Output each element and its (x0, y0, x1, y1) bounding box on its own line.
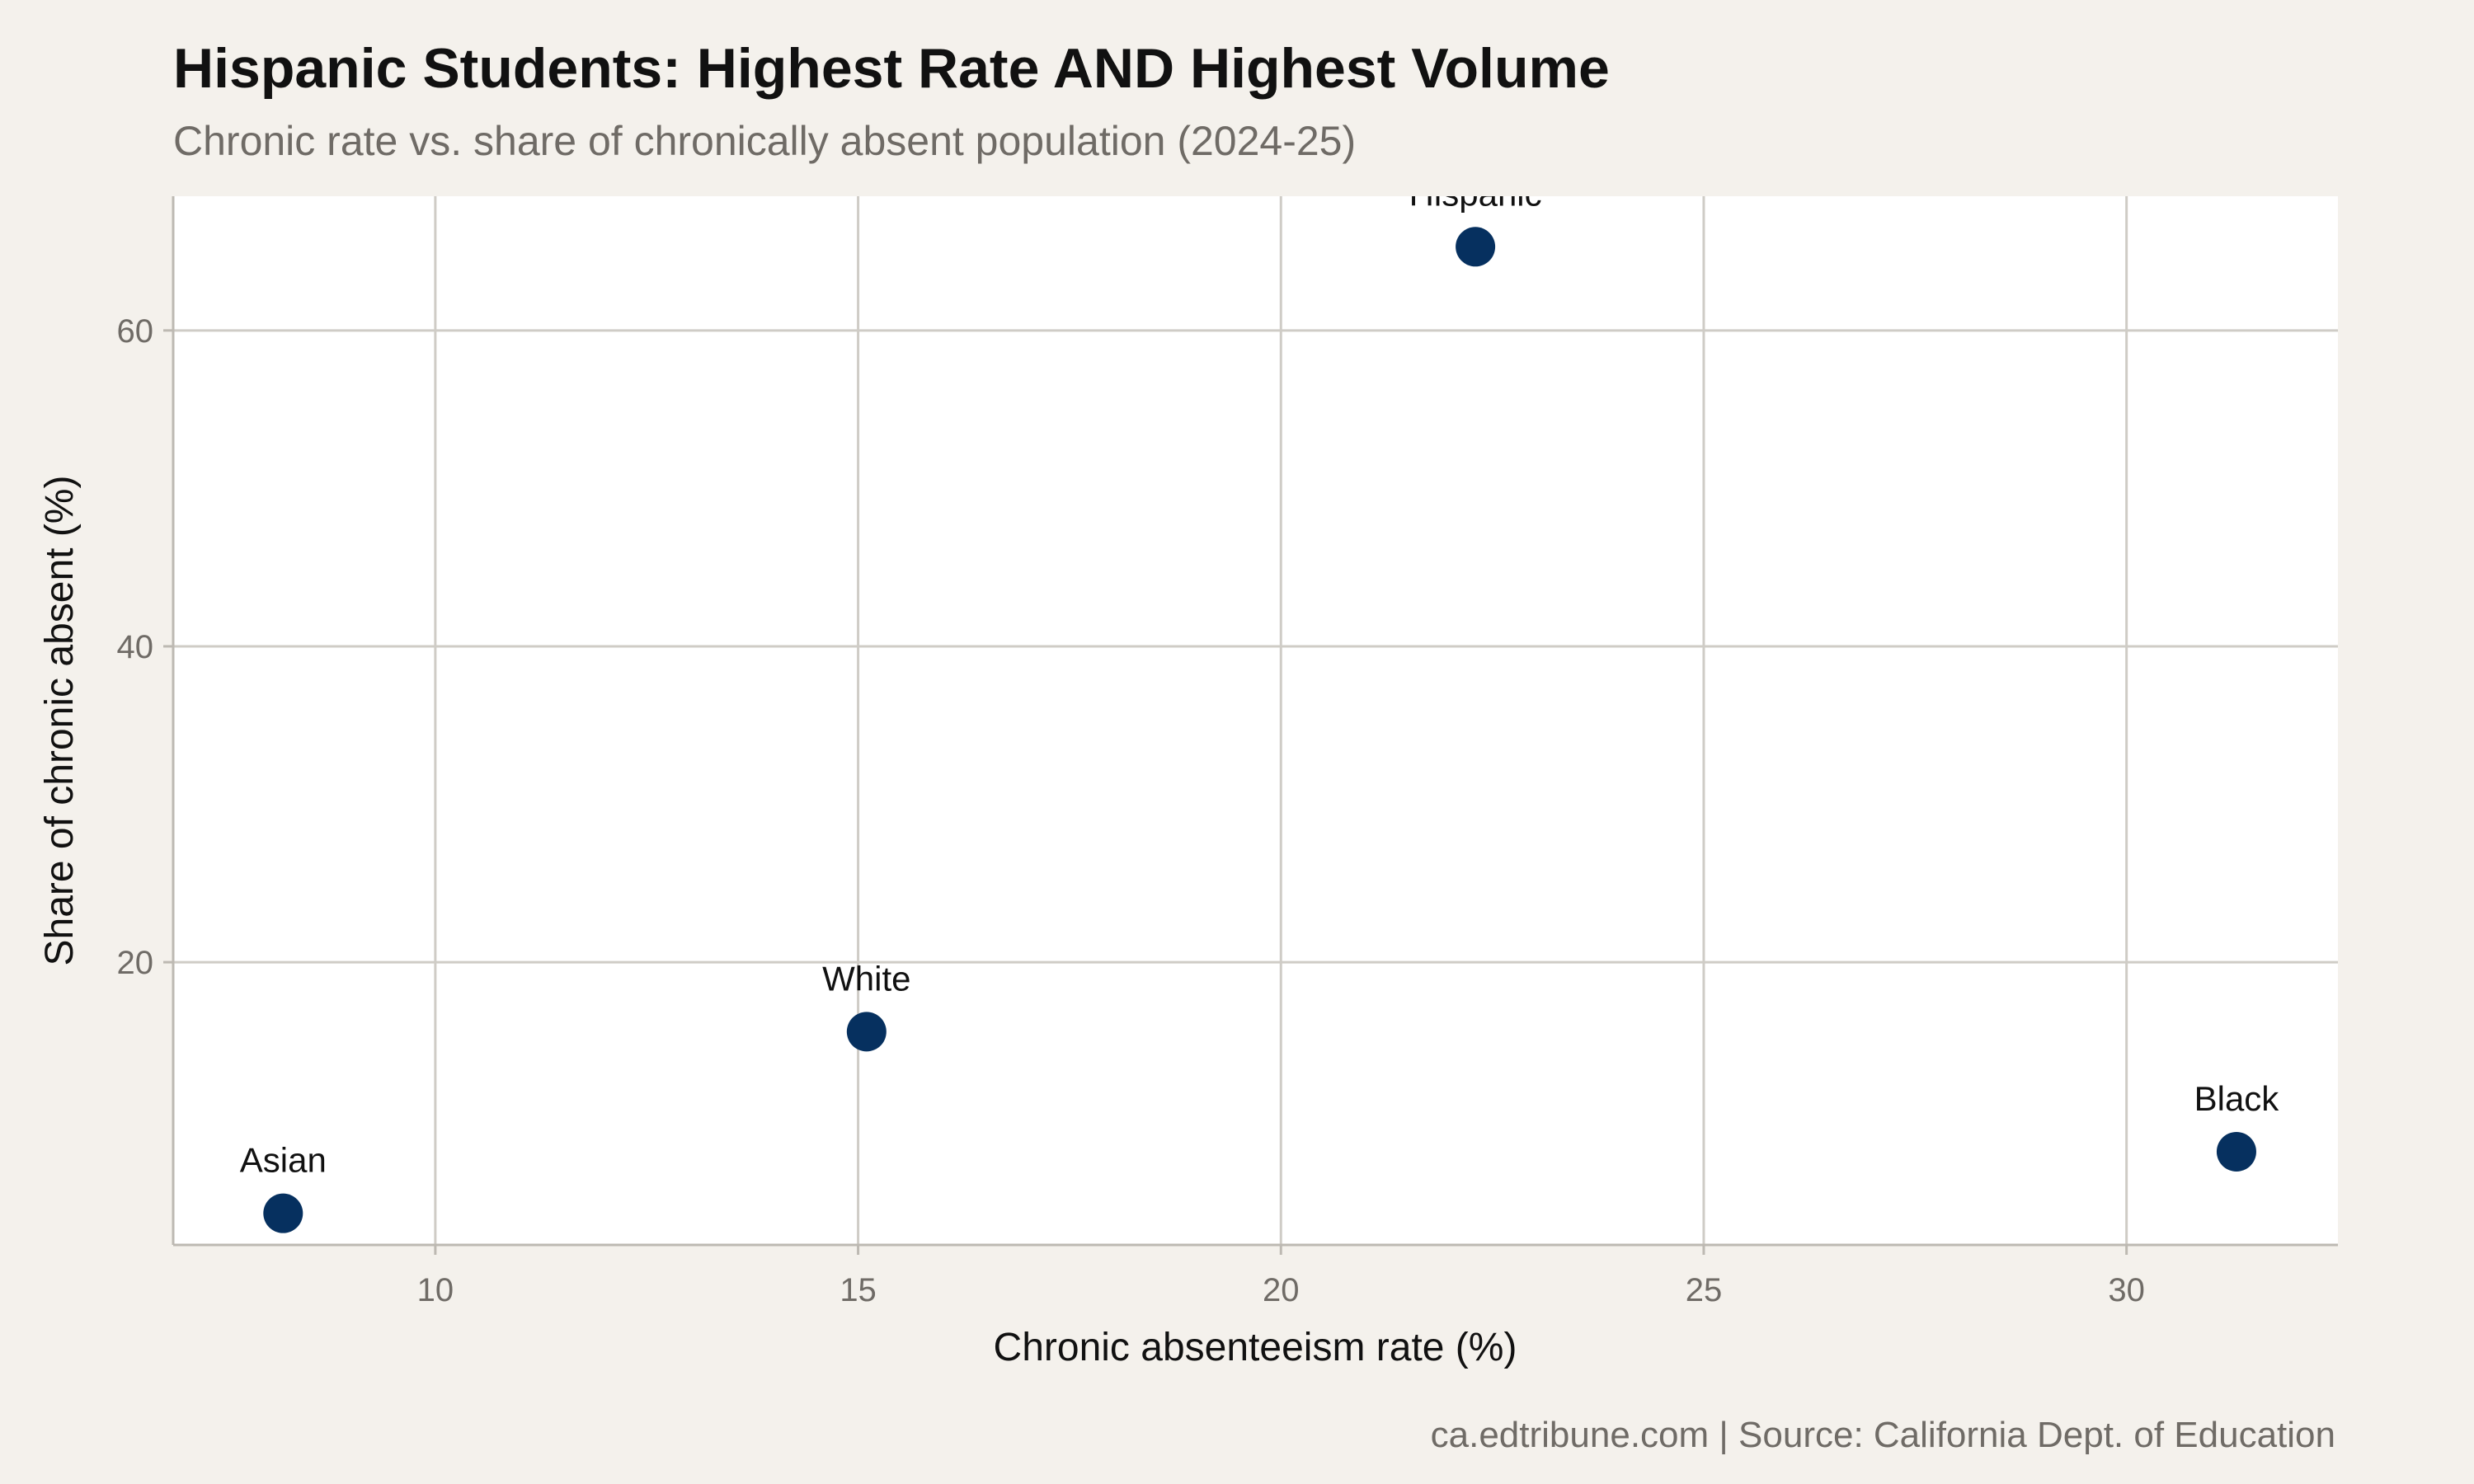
point-label-white: White (822, 959, 910, 998)
x-tick-label: 15 (840, 1272, 877, 1308)
y-tick-label: 20 (117, 945, 154, 981)
point-white (846, 1012, 887, 1052)
plot-panel (173, 196, 2338, 1245)
y-axis-title: Share of chronic absent (%) (38, 476, 82, 966)
source-caption: ca.edtribune.com | Source: California De… (1430, 1415, 2335, 1455)
point-label-asian: Asian (240, 1141, 327, 1180)
point-hispanic (1456, 227, 1496, 267)
data-points: Asian White Hispanic Black (240, 174, 2280, 1233)
y-tick-label: 60 (117, 313, 154, 350)
y-tick-label: 40 (117, 629, 154, 665)
point-black (2216, 1131, 2256, 1172)
x-axis-title: Chronic absenteeism rate (%) (994, 1326, 1517, 1369)
grid-lines (173, 196, 2338, 1245)
x-tick-label: 30 (2108, 1272, 2145, 1308)
chart-subtitle: Chronic rate vs. share of chronically ab… (173, 118, 1357, 164)
x-tick-label: 25 (1686, 1272, 1723, 1308)
axis-ticks: 10 15 20 25 30 20 40 60 (117, 313, 2145, 1308)
x-tick-label: 20 (1263, 1272, 1300, 1308)
point-asian (263, 1193, 303, 1233)
x-tick-label: 10 (417, 1272, 454, 1308)
point-label-hispanic: Hispanic (1409, 174, 1542, 213)
point-label-black: Black (2194, 1079, 2280, 1118)
chart-title: Hispanic Students: Highest Rate AND High… (173, 37, 1610, 100)
